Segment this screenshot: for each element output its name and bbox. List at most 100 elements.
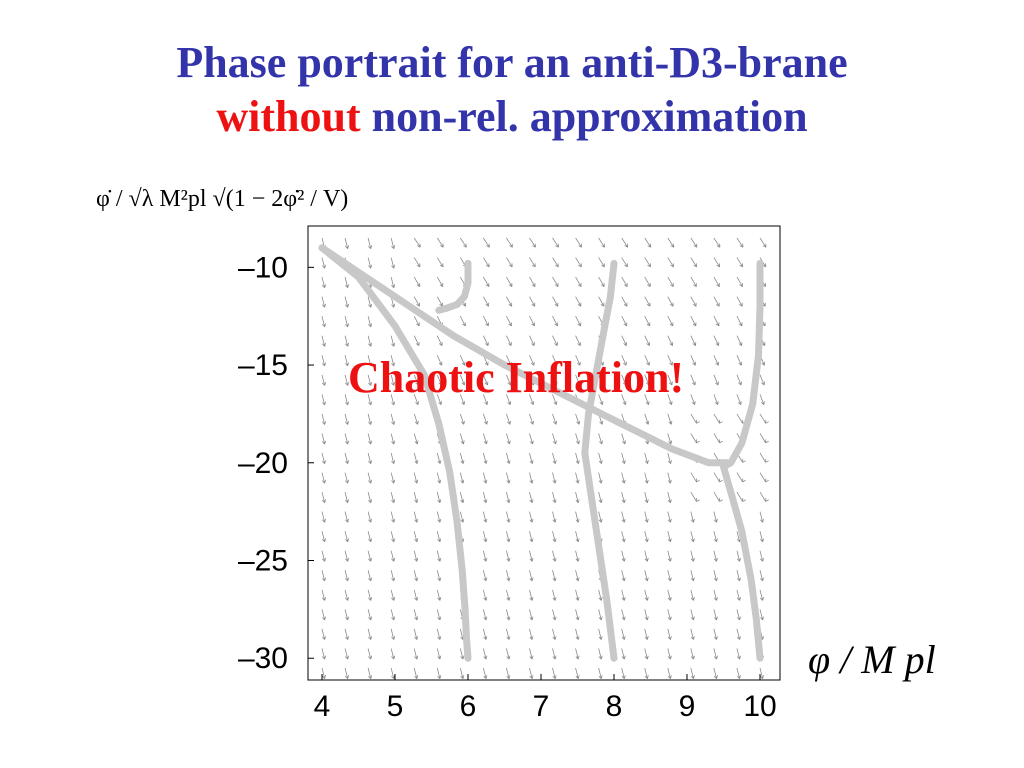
field-arrow xyxy=(506,394,511,405)
field-arrowhead xyxy=(322,362,326,367)
field-arrowhead xyxy=(529,499,534,504)
field-arrowhead xyxy=(322,440,326,445)
field-arrow xyxy=(713,237,721,248)
field-arrowhead xyxy=(506,616,511,621)
field-arrow xyxy=(506,237,513,248)
field-arrow xyxy=(482,667,487,679)
field-arrow xyxy=(506,648,510,660)
field-arrowhead xyxy=(690,577,695,582)
field-arrow xyxy=(713,667,717,679)
field-arrow xyxy=(436,589,441,601)
field-arrowhead xyxy=(345,499,349,504)
field-arrowhead xyxy=(621,636,626,640)
field-arrowhead xyxy=(575,616,580,621)
field-arrow xyxy=(621,511,625,523)
field-arrow xyxy=(321,335,326,347)
field-arrowhead xyxy=(391,655,396,660)
field-arrow xyxy=(621,296,628,307)
field-arrow xyxy=(344,237,349,249)
field-arrow xyxy=(552,237,559,248)
y-axis-label: φ̇ / √λ M²pl √(1 − 2φ̇² / V) xyxy=(96,186,349,212)
field-arrow xyxy=(621,374,627,386)
field-arrowhead xyxy=(598,479,603,484)
field-arrow xyxy=(736,550,741,562)
field-arrowhead xyxy=(391,382,396,386)
field-arrow xyxy=(390,374,395,386)
field-arrowhead xyxy=(552,538,557,543)
field-arrow xyxy=(736,628,741,640)
field-arrow xyxy=(506,257,513,268)
field-arrow xyxy=(598,667,602,679)
field-arrow xyxy=(713,472,720,483)
field-arrowhead xyxy=(623,361,627,366)
field-arrow xyxy=(690,628,694,640)
field-arrow xyxy=(344,374,349,386)
field-arrowhead xyxy=(552,616,557,621)
field-arrow xyxy=(575,257,582,268)
field-arrowhead xyxy=(322,303,326,308)
x-tick-label: 8 xyxy=(606,690,623,723)
field-arrow xyxy=(413,433,418,445)
field-arrowhead xyxy=(719,498,723,502)
field-arrowhead xyxy=(345,382,349,386)
field-arrow xyxy=(552,296,559,307)
field-arrow xyxy=(667,257,674,268)
field-arrowhead xyxy=(437,518,442,523)
field-arrow xyxy=(413,531,418,542)
field-arrowhead xyxy=(437,557,442,562)
field-arrowhead xyxy=(438,401,442,405)
field-arrowhead xyxy=(437,655,442,660)
field-arrowhead xyxy=(575,655,580,660)
field-arrow xyxy=(667,413,672,425)
field-arrowhead xyxy=(667,616,672,621)
field-arrowhead xyxy=(667,597,672,601)
field-arrowhead xyxy=(670,283,674,287)
field-arrowhead xyxy=(508,322,512,327)
field-arrow xyxy=(459,667,464,679)
field-arrow xyxy=(390,491,395,503)
field-arrowhead xyxy=(736,577,741,582)
field-arrowhead xyxy=(621,597,626,601)
field-arrowhead xyxy=(529,557,534,562)
field-arrow xyxy=(367,452,372,464)
field-arrow xyxy=(529,355,535,366)
field-arrow xyxy=(367,433,372,445)
field-arrowhead xyxy=(696,439,700,444)
field-arrowhead xyxy=(415,342,420,346)
field-arrowhead xyxy=(322,460,326,464)
field-arrowhead xyxy=(736,675,741,679)
field-arrowhead xyxy=(646,302,651,307)
field-arrowhead xyxy=(623,322,628,327)
field-arrowhead xyxy=(416,243,421,248)
field-arrowhead xyxy=(506,675,511,679)
field-arrowhead xyxy=(575,636,580,640)
field-arrow xyxy=(621,355,627,366)
field-arrow xyxy=(552,609,556,621)
field-arrow xyxy=(667,609,671,621)
field-arrowhead xyxy=(622,401,627,405)
field-arrow xyxy=(690,413,697,424)
field-arrow xyxy=(367,648,372,660)
field-arrowhead xyxy=(529,479,534,484)
field-arrow xyxy=(736,472,743,483)
field-arrowhead xyxy=(529,597,534,601)
field-arrowhead xyxy=(416,283,421,287)
field-arrow xyxy=(621,394,626,405)
field-arrowhead xyxy=(713,518,718,523)
field-arrowhead xyxy=(437,499,442,504)
field-arrowhead xyxy=(391,518,396,523)
field-arrowhead xyxy=(693,283,697,287)
field-arrow xyxy=(644,531,648,542)
field-arrowhead xyxy=(765,458,769,463)
field-arrowhead xyxy=(644,499,649,504)
field-arrowhead xyxy=(483,479,488,484)
field-arrow xyxy=(736,374,742,386)
field-arrow xyxy=(667,589,671,601)
field-arrowhead xyxy=(599,381,604,386)
field-arrow xyxy=(552,276,559,287)
field-arrowhead xyxy=(667,460,672,464)
field-arrow xyxy=(529,257,536,268)
field-arrowhead xyxy=(761,381,765,386)
field-arrow xyxy=(390,452,395,464)
field-arrowhead xyxy=(690,557,695,562)
